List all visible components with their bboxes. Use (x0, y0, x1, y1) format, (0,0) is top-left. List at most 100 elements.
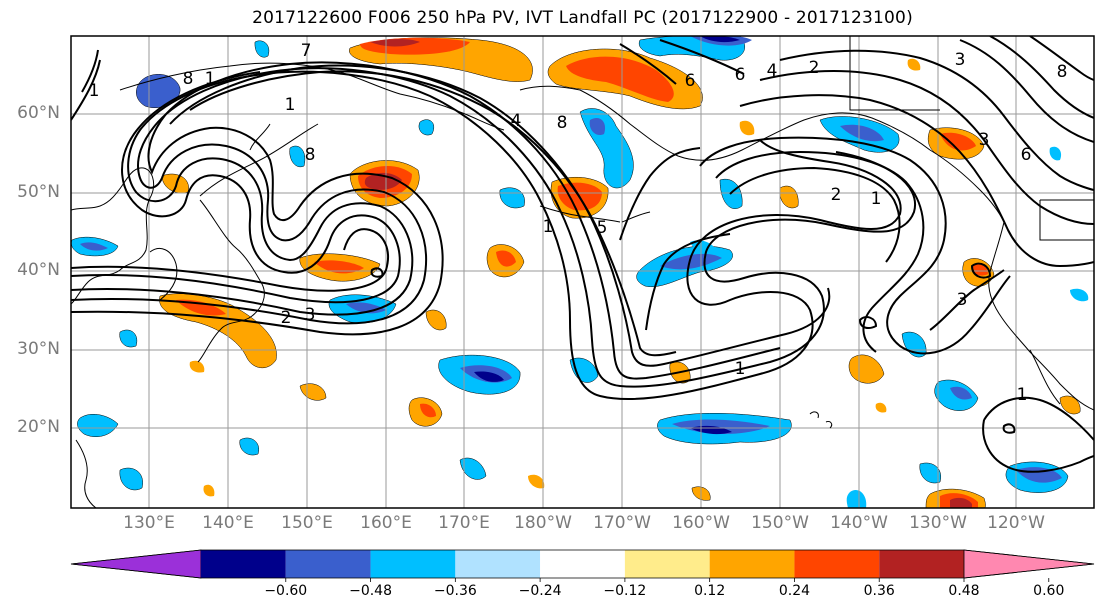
contour-label: 2 (831, 185, 842, 205)
pv-contour (619, 147, 731, 331)
pv-contour (929, 269, 1005, 331)
coastline-hawaii (809, 411, 833, 429)
pv-contour (1002, 423, 1016, 434)
neg-anomaly-patch (1070, 288, 1089, 302)
contour-label: 3 (979, 130, 990, 150)
contour-label: 3 (957, 290, 968, 310)
contour-label: 1 (735, 359, 746, 379)
pos-anomaly-patch (176, 299, 226, 316)
pos-anomaly-patch (364, 172, 402, 190)
neg-anomaly-patch (239, 437, 260, 456)
colorbar-segment (624, 550, 710, 578)
neg-anomaly-patch (1049, 146, 1062, 161)
colorbar-tick-label: 0.24 (778, 583, 811, 599)
longitude-label: 160°W (672, 513, 730, 533)
pv-contour (970, 262, 992, 279)
pv-contour (189, 70, 677, 357)
neg-anomaly-patch (846, 489, 867, 508)
contour-label: 6 (735, 65, 746, 85)
pos-anomaly-patch (425, 309, 447, 331)
pos-anomaly-patch (189, 360, 205, 373)
contour-label: 1 (89, 81, 100, 101)
pv-contour (715, 150, 925, 353)
pv-shading (71, 36, 1089, 508)
coastline-north-america (988, 221, 1094, 411)
latitude-label: 50°N (17, 182, 60, 202)
colorbar-segment (455, 550, 541, 578)
contour-label: 3 (305, 305, 316, 325)
map-gridlines (71, 36, 1094, 508)
neg-anomaly-patch (840, 124, 884, 142)
colorbar-tick-label: 0.48 (948, 583, 980, 599)
pv-contour (699, 136, 1011, 355)
pos-anomaly-patch (972, 264, 988, 276)
pv-contour (982, 396, 1094, 473)
neg-anomaly-patch (660, 253, 722, 270)
neg-anomaly-patch (77, 414, 119, 437)
colorbar (70, 549, 1095, 582)
colorbar-segment (794, 550, 880, 578)
colorbar-tick-label: −0.12 (603, 583, 647, 599)
longitude-label: 130°W (909, 513, 967, 533)
neg-anomaly-patch (289, 145, 306, 168)
colorbar-segment (370, 550, 456, 578)
neg-anomaly-patch (459, 457, 487, 480)
contour-label: 1 (1017, 385, 1028, 405)
pv-contour (71, 61, 781, 380)
contour-label: 4 (511, 111, 522, 131)
pos-anomaly-patch (420, 403, 436, 418)
coastline-kuril-kamchatka (199, 123, 319, 197)
contour-label: 1 (205, 69, 216, 89)
colorbar-tick-label: 0.12 (694, 583, 726, 599)
longitude-label: 120°W (987, 513, 1045, 533)
longitude-label: 140°W (830, 513, 888, 533)
longitude-label: 150°E (281, 513, 333, 533)
contour-label: 4 (767, 61, 778, 81)
colorbar-tick-label: −0.48 (349, 583, 392, 599)
colorbar-segment (285, 550, 371, 578)
neg-anomaly-patch (418, 119, 435, 136)
neg-anomaly-patch (950, 386, 972, 400)
colorbar-tick-label: −0.24 (518, 583, 562, 599)
pos-anomaly-patch (875, 402, 887, 413)
pv-contour (71, 67, 917, 388)
longitude-label: 150°W (751, 513, 809, 533)
contour-label: 1 (543, 217, 554, 237)
colorbar-segment (709, 550, 795, 578)
longitude-label: 170°W (593, 513, 651, 533)
pv-contour (619, 39, 745, 85)
colorbar-extend-max (963, 549, 1095, 579)
contour-label: 8 (557, 113, 568, 133)
colorbar-segment (879, 550, 964, 578)
pv-contour (71, 70, 902, 401)
contour-label: 2 (281, 308, 292, 328)
contour-label: 8 (305, 145, 316, 165)
contour-label: 1 (285, 95, 296, 115)
neg-anomaly-patch (589, 117, 606, 136)
pos-anomaly-patch (528, 474, 545, 489)
colorbar-segment (540, 550, 625, 578)
pv-contour (959, 36, 1094, 143)
pos-anomaly-patch (314, 260, 364, 274)
pv-contour (739, 94, 1094, 268)
contour-label: 8 (183, 69, 194, 89)
colorbar-tick-label: 0.36 (863, 583, 895, 599)
pos-anomaly-patch (496, 250, 516, 267)
coastline-baja (1029, 349, 1061, 405)
pos-anomaly-patch (1059, 395, 1081, 415)
contour-label: 1 (871, 189, 882, 209)
neg-anomaly-patch (700, 36, 740, 43)
longitude-label: 170°E (438, 513, 490, 533)
longitude-label: 180°W (514, 513, 572, 533)
coastline-alaska (519, 85, 1005, 223)
neg-anomaly-patch (119, 467, 143, 491)
pv-contour (759, 70, 1094, 225)
pos-anomaly-patch (950, 497, 972, 508)
latitude-label: 30°N (17, 339, 60, 359)
longitude-label: 130°E (123, 513, 175, 533)
pv-contour (71, 71, 401, 304)
colorbar-tick-label: 0.60 (1033, 583, 1065, 599)
pos-anomaly-patch (848, 354, 885, 384)
